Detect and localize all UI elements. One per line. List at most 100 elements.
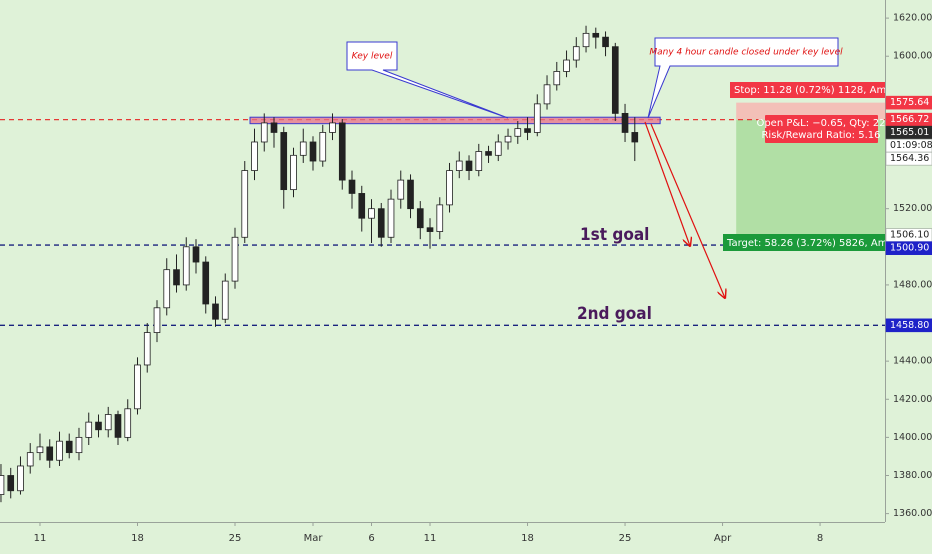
candle-body: [114, 414, 122, 438]
candle-body: [36, 446, 44, 454]
candle-body: [543, 84, 551, 105]
candle-body: [309, 141, 317, 162]
candle-body: [65, 440, 73, 454]
price-tag-bg: [885, 318, 932, 333]
goal-label: 2nd goal: [577, 304, 652, 324]
candle-body: [514, 128, 522, 137]
candle-body: [611, 46, 619, 114]
target-label-bg: [723, 234, 885, 251]
x-tick-label: 25: [619, 533, 632, 544]
pnl-box: [765, 115, 878, 143]
y-tick-label: 1420.00: [893, 394, 932, 405]
candle-body: [319, 132, 327, 162]
candle-body: [260, 122, 268, 143]
y-tick-label: 1380.00: [893, 470, 932, 481]
candle-body: [182, 246, 190, 286]
candle-body: [270, 122, 278, 133]
plot-area: [0, 25, 885, 503]
candle-body: [202, 261, 210, 305]
candle-body: [407, 179, 414, 210]
candle-body: [485, 151, 492, 156]
x-tick-label: 11: [34, 533, 47, 544]
price-tag: 1565.01: [890, 127, 929, 138]
candle-body: [212, 303, 219, 320]
candle-body: [397, 179, 405, 200]
y-tick-label: 1440.00: [893, 356, 932, 367]
candle-body: [7, 475, 15, 492]
candle-body: [241, 170, 249, 238]
candle-body: [553, 71, 561, 86]
callout-text: Many 4 hour candle closed under key leve…: [649, 48, 843, 58]
x-tick-label: Mar: [304, 533, 324, 544]
candle-body: [475, 151, 483, 171]
price-tag-bg: [885, 241, 932, 255]
candle-body: [231, 236, 239, 282]
candle-body: [592, 32, 600, 38]
candle-body: [221, 280, 229, 320]
y-tick-label: 1480.00: [893, 279, 932, 290]
candle-body: [602, 36, 609, 48]
candle-body: [153, 307, 161, 333]
candle-body: [173, 269, 180, 286]
candle-body: [251, 141, 258, 171]
candle-body: [290, 154, 297, 191]
candle-body: [387, 198, 395, 238]
candle-body: [631, 132, 639, 143]
price-tag: 1566.72: [890, 114, 929, 125]
candle-body: [368, 208, 375, 219]
candle-body: [26, 452, 34, 467]
candle-body: [377, 208, 385, 238]
candle-body: [104, 414, 112, 431]
price-tag-bg: [885, 95, 932, 110]
x-tick-label: 6: [368, 533, 374, 544]
candle-body: [124, 408, 132, 438]
candle-body: [348, 179, 356, 194]
y-tick-label: 1520.00: [893, 203, 932, 214]
candle-body: [95, 421, 102, 431]
candle-body: [455, 160, 463, 171]
stop-label: Stop: 11.28 (0.72%) 1128, Amount: 751: [734, 85, 932, 96]
x-tick-label: 8: [817, 533, 823, 544]
y-tick-label: 1360.00: [893, 508, 932, 519]
candle-body: [572, 46, 580, 61]
goal-label: 1st goal: [580, 225, 649, 245]
candle-body: [46, 446, 54, 461]
candle-body: [504, 135, 512, 143]
candle-body: [85, 421, 93, 438]
axes: 1620.00 1600.00 1520.00 1480.00 1440.00 1420.…: [34, 13, 932, 544]
candle-body: [163, 269, 171, 309]
candle-body: [358, 193, 366, 219]
y-tick-label: 1600.00: [893, 51, 932, 62]
candle-body: [338, 122, 346, 181]
arrow: [650, 123, 725, 298]
candle-body: [436, 204, 444, 232]
candle-body: [192, 246, 200, 263]
price-tag: 1506.10: [890, 230, 929, 241]
candle-body: [563, 59, 570, 72]
candle-body: [533, 103, 541, 133]
candle-body: [17, 465, 24, 492]
y-tick-label: 1400.00: [893, 432, 932, 443]
candle-body: [75, 436, 83, 454]
candle-body: [494, 141, 502, 156]
candle-body: [299, 141, 307, 156]
candle-body: [446, 170, 453, 206]
candle-body: [524, 128, 531, 133]
pnl-label: Open P&L: −0.65, Qty: 22: [756, 118, 885, 129]
candle-body: [134, 364, 141, 410]
candle-body: [56, 440, 63, 461]
candle-body: [621, 112, 629, 133]
key-level-zone: [249, 116, 661, 125]
rr-label: Risk/Reward Ratio: 5.16: [761, 130, 880, 141]
candle-body: [329, 122, 336, 133]
x-tick-label: 18: [131, 533, 144, 544]
countdown: 01:09:08: [890, 140, 932, 151]
arrow: [644, 121, 690, 246]
callout-box: [647, 37, 839, 119]
y-tick-label: 1620.00: [893, 13, 932, 24]
candle-body: [0, 475, 5, 495]
price-tag: 1500.90: [890, 243, 929, 254]
callout-text: Key level: [352, 52, 393, 62]
x-tick-label: 11: [424, 533, 437, 544]
